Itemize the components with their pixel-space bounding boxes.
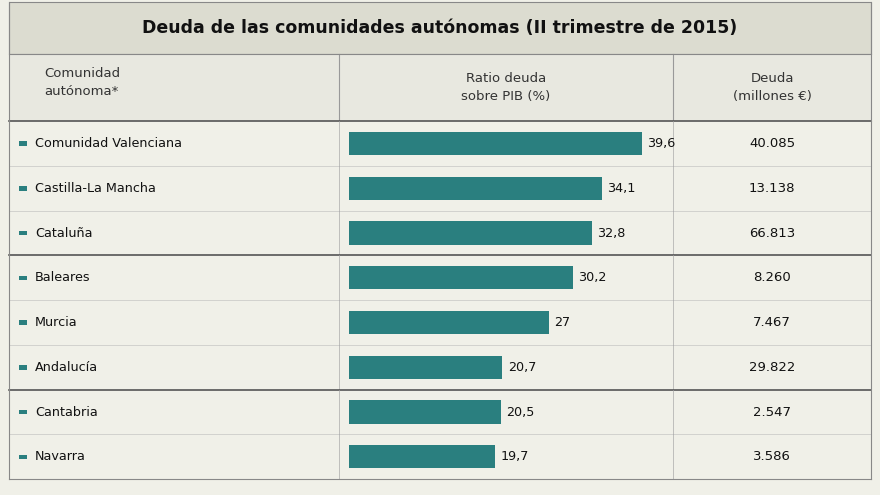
Text: 13.138: 13.138 [749,182,796,195]
Text: Cataluña: Cataluña [35,227,92,240]
FancyBboxPatch shape [19,142,27,146]
FancyBboxPatch shape [9,435,871,479]
Text: 2.547: 2.547 [753,405,791,418]
FancyBboxPatch shape [9,211,871,255]
Text: Cantabria: Cantabria [35,405,98,418]
Text: Deuda de las comunidades autónomas (II trimestre de 2015): Deuda de las comunidades autónomas (II t… [143,19,737,38]
Text: 39,6: 39,6 [648,137,676,150]
Text: Andalucía: Andalucía [35,361,99,374]
Text: 19,7: 19,7 [501,450,529,463]
Text: Castilla-La Mancha: Castilla-La Mancha [35,182,156,195]
Text: 20,5: 20,5 [506,405,535,418]
FancyBboxPatch shape [349,132,642,155]
FancyBboxPatch shape [349,266,573,290]
FancyBboxPatch shape [9,390,871,435]
Text: 34,1: 34,1 [607,182,635,195]
FancyBboxPatch shape [19,365,27,369]
Text: 66.813: 66.813 [749,227,796,240]
FancyBboxPatch shape [349,355,502,379]
FancyBboxPatch shape [9,255,871,300]
Text: 32,8: 32,8 [598,227,626,240]
Text: Comunidad Valenciana: Comunidad Valenciana [35,137,182,150]
FancyBboxPatch shape [9,54,871,121]
FancyBboxPatch shape [349,400,501,424]
Text: 29.822: 29.822 [749,361,796,374]
FancyBboxPatch shape [9,300,871,345]
Text: 20,7: 20,7 [508,361,536,374]
FancyBboxPatch shape [349,177,602,200]
Text: 27: 27 [554,316,570,329]
Text: Ratio deuda
sobre PIB (%): Ratio deuda sobre PIB (%) [461,72,551,103]
FancyBboxPatch shape [19,320,27,325]
FancyBboxPatch shape [9,345,871,390]
FancyBboxPatch shape [19,231,27,235]
Text: 8.260: 8.260 [753,271,791,284]
Text: Murcia: Murcia [35,316,77,329]
FancyBboxPatch shape [349,445,495,468]
Text: Comunidad
autónoma*: Comunidad autónoma* [44,67,121,99]
FancyBboxPatch shape [19,276,27,280]
Text: 30,2: 30,2 [578,271,606,284]
FancyBboxPatch shape [9,2,871,54]
FancyBboxPatch shape [349,221,592,245]
Text: 3.586: 3.586 [753,450,791,463]
FancyBboxPatch shape [349,311,549,334]
Text: Navarra: Navarra [35,450,86,463]
FancyBboxPatch shape [19,186,27,191]
Text: Deuda
(millones €): Deuda (millones €) [733,72,811,103]
Text: Baleares: Baleares [35,271,91,284]
Text: 7.467: 7.467 [753,316,791,329]
FancyBboxPatch shape [19,410,27,414]
Text: 40.085: 40.085 [749,137,796,150]
FancyBboxPatch shape [19,454,27,459]
FancyBboxPatch shape [9,166,871,211]
FancyBboxPatch shape [9,121,871,166]
